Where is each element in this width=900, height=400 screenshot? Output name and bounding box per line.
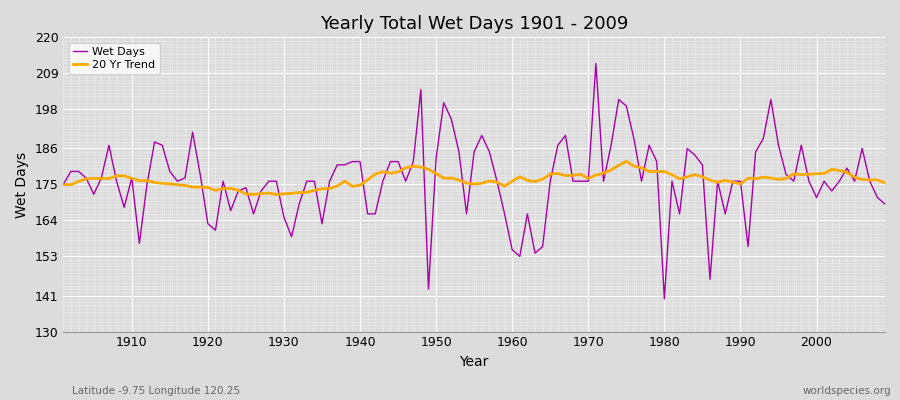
X-axis label: Year: Year xyxy=(460,355,489,369)
20 Yr Trend xyxy=(293,190,304,195)
Wet Days xyxy=(590,61,601,66)
20 Yr Trend xyxy=(339,179,350,184)
20 Yr Trend xyxy=(507,179,517,184)
Text: Latitude -9.75 Longitude 120.25: Latitude -9.75 Longitude 120.25 xyxy=(72,386,240,396)
Y-axis label: Wet Days: Wet Days xyxy=(15,151,29,218)
20 Yr Trend xyxy=(879,180,890,185)
20 Yr Trend xyxy=(515,174,526,179)
Title: Yearly Total Wet Days 1901 - 2009: Yearly Total Wet Days 1901 - 2009 xyxy=(320,15,628,33)
20 Yr Trend xyxy=(248,192,259,197)
Wet Days xyxy=(332,162,343,167)
Legend: Wet Days, 20 Yr Trend: Wet Days, 20 Yr Trend xyxy=(68,43,160,74)
Wet Days xyxy=(606,143,616,148)
20 Yr Trend xyxy=(606,168,616,172)
Wet Days xyxy=(119,205,130,210)
20 Yr Trend xyxy=(621,159,632,164)
Wet Days xyxy=(58,182,68,187)
Text: worldspecies.org: worldspecies.org xyxy=(803,386,891,396)
Wet Days xyxy=(659,296,670,301)
Wet Days xyxy=(500,212,510,216)
Wet Days xyxy=(879,202,890,206)
Line: 20 Yr Trend: 20 Yr Trend xyxy=(63,162,885,194)
Line: Wet Days: Wet Days xyxy=(63,64,885,299)
20 Yr Trend xyxy=(119,174,130,178)
20 Yr Trend xyxy=(58,182,68,187)
Wet Days xyxy=(507,248,517,252)
Wet Days xyxy=(286,234,297,239)
